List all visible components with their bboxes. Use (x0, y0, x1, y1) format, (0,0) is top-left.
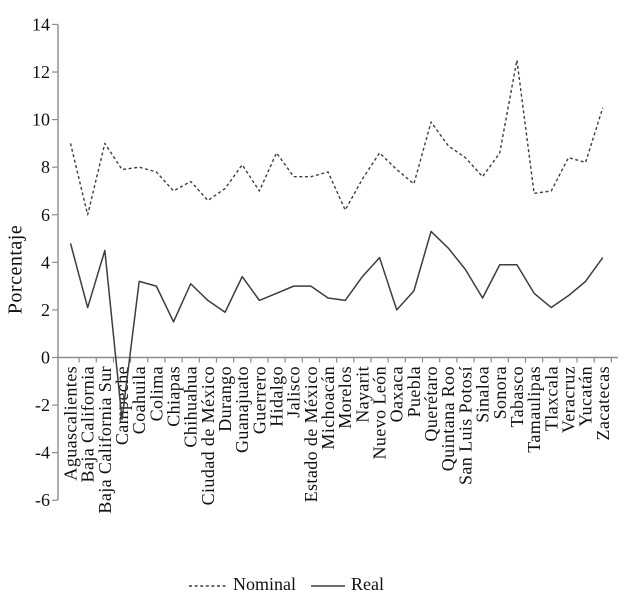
x-tick-label: Tlaxcala (541, 366, 561, 431)
y-tick-label: 14 (32, 14, 50, 34)
x-tick-label: San Luis Potosí (455, 366, 475, 485)
x-tick-label: Baja California Sur (95, 366, 115, 514)
x-tick-label: Nuevo León (370, 366, 390, 459)
y-tick-label: 6 (41, 205, 50, 225)
x-tick-label: Jalisco (284, 366, 304, 418)
real-legend-line (311, 584, 345, 587)
x-tick-label: Durango (215, 366, 235, 432)
x-tick-label: Estado de México (301, 366, 321, 502)
real-legend-label: Real (351, 574, 384, 594)
x-tick-label: Puebla (404, 366, 424, 417)
x-tick-label: Coahuila (129, 366, 149, 434)
x-tick-label: Yucatán (576, 366, 596, 427)
y-tick-label: 0 (41, 348, 50, 368)
nominal-legend-label: Nominal (233, 574, 296, 594)
x-tick-label: Sinaloa (473, 366, 493, 423)
x-tick-label: Morelos (335, 366, 355, 429)
y-tick-label: 10 (32, 110, 50, 130)
y-tick-label: 4 (41, 252, 50, 272)
x-tick-label: Quintana Roo (438, 366, 458, 471)
x-tick-label: Ciudad de México (198, 366, 218, 505)
y-axis-title: Porcentaje (4, 224, 27, 315)
y-tick-label: 2 (41, 300, 50, 320)
x-tick-label: Chiapas (164, 366, 184, 427)
y-tick-label: 12 (32, 62, 50, 82)
x-tick-label: Tamaulipas (524, 366, 544, 453)
y-tick-label: -4 (35, 443, 50, 463)
x-tick-label: Sonora (490, 366, 510, 419)
x-tick-label: Colima (146, 366, 166, 421)
x-tick-label: Veracruz (558, 366, 578, 433)
x-tick-label: Querétaro (421, 366, 441, 442)
real-series-line (69, 230, 604, 421)
x-tick-label: Zacatecas (593, 366, 613, 441)
x-tick-label: Baja California (78, 366, 98, 482)
y-tick-label: 8 (41, 157, 50, 177)
y-tick-label: -6 (35, 490, 50, 510)
x-tick-label: Guerrero (249, 366, 269, 434)
chart-legend: Nominal Real (0, 574, 598, 595)
x-tick-label: Chihuahua (181, 366, 201, 448)
x-tick-label: Oaxaca (387, 366, 407, 422)
x-tick-label: Tabasco (507, 366, 527, 428)
x-tick-label: Hidalgo (267, 366, 287, 427)
x-tick-label: Michoacán (318, 366, 338, 450)
x-tick-label: Guanajuato (232, 366, 252, 453)
x-tick-label: Nayarit (352, 366, 372, 423)
nominal-legend-line (189, 584, 227, 587)
nominal-series-line (69, 59, 604, 216)
x-tick-label: Campeche (112, 366, 132, 445)
y-tick-label: -2 (35, 395, 50, 415)
x-tick-label: Aguascalientes (61, 366, 81, 481)
